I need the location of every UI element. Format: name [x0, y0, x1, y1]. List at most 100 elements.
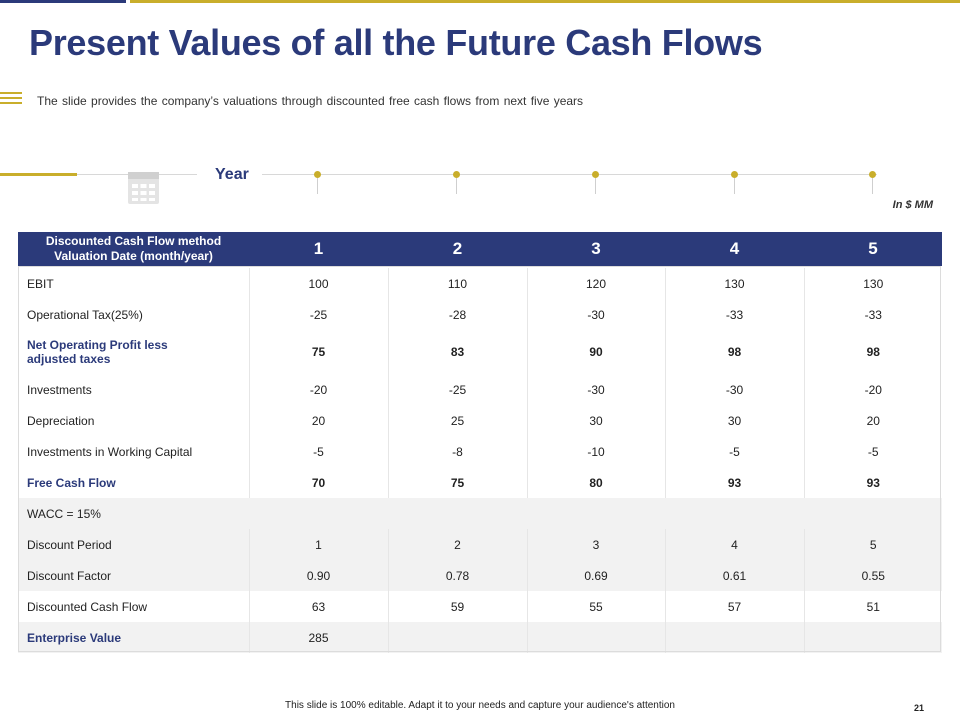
table-cell: 5: [804, 529, 942, 560]
row-label: Investments: [18, 374, 250, 405]
table-cell: [527, 498, 665, 529]
row-label-line: adjusted taxes: [27, 352, 111, 366]
table-cell: 51: [804, 591, 942, 622]
table-cell: 3: [527, 529, 666, 560]
header-year-1: 1: [249, 232, 388, 266]
timeline-marker: [314, 171, 321, 178]
row-label: EBIT: [18, 268, 250, 299]
table-cell: 25: [388, 405, 528, 436]
timeline-marker: [592, 171, 599, 178]
footer-note: This slide is 100% editable. Adapt it to…: [285, 700, 675, 711]
table-cell: 93: [804, 467, 942, 498]
dcf-table: Discounted Cash Flow method Valuation Da…: [18, 232, 942, 653]
timeline-tick: [456, 178, 457, 194]
table-cell: 80: [527, 467, 666, 498]
table-cell: 70: [249, 467, 389, 498]
timeline-accent: [0, 173, 77, 176]
table-row-nopat: Net Operating Profit less adjusted taxes…: [18, 330, 942, 374]
table-cell: -25: [249, 299, 389, 330]
table-cell: 0.69: [527, 560, 666, 591]
header-method-label: Discounted Cash Flow method: [45, 234, 222, 248]
timeline-tick: [317, 178, 318, 194]
table-cell: [665, 622, 805, 653]
table-cell: 285: [249, 622, 389, 653]
timeline-tick: [595, 178, 596, 194]
top-accent-bar-navy: [0, 0, 126, 3]
timeline-line: [262, 174, 877, 175]
slide-title: Present Values of all the Future Cash Fl…: [29, 22, 763, 63]
table-cell: [804, 498, 942, 529]
row-label: Depreciation: [18, 405, 250, 436]
table-cell: 120: [527, 268, 666, 299]
table-cell: -30: [527, 299, 666, 330]
table-cell: 130: [665, 268, 805, 299]
slide-subtitle: The slide provides the company’s valuati…: [37, 94, 584, 108]
page-number: 21: [913, 703, 924, 713]
table-row-factor: Discount Factor 0.90 0.78 0.69 0.61 0.55: [18, 560, 942, 591]
table-cell: 20: [804, 405, 942, 436]
table-cell: [388, 498, 527, 529]
table-cell: -28: [388, 299, 528, 330]
timeline-tick: [872, 178, 873, 194]
row-label: Operational Tax(25%): [18, 299, 250, 330]
top-accent-bar-gold: [130, 0, 960, 3]
table-row-fcf: Free Cash Flow 70 75 80 93 93: [18, 467, 942, 498]
units-label: In $ MM: [892, 199, 933, 211]
table-cell: 110: [388, 268, 528, 299]
table-cell: 55: [527, 591, 666, 622]
table-cell: 100: [249, 268, 389, 299]
table-cell: 2: [388, 529, 528, 560]
table-cell: 0.78: [388, 560, 528, 591]
table-cell: -30: [665, 374, 805, 405]
table-cell: 20: [249, 405, 389, 436]
table-cell: 63: [249, 591, 389, 622]
table-header: Discounted Cash Flow method Valuation Da…: [18, 232, 942, 266]
calendar-icon: [128, 172, 159, 204]
table-cell: -20: [804, 374, 942, 405]
table-cell: [665, 498, 804, 529]
header-year-5: 5: [804, 232, 942, 266]
row-label-line: Net Operating Profit less: [27, 338, 168, 352]
table-cell: 98: [804, 330, 942, 374]
table-row-dcf: Discounted Cash Flow 63 59 55 57 51: [18, 591, 942, 622]
table-cell: 0.61: [665, 560, 805, 591]
table-cell: 4: [665, 529, 805, 560]
table-cell: 83: [388, 330, 528, 374]
table-cell: [249, 498, 388, 529]
timeline-tick: [734, 178, 735, 194]
header-date-label: Valuation Date (month/year): [54, 249, 213, 263]
table-row-wacc: WACC = 15%: [18, 498, 942, 529]
row-label: Free Cash Flow: [18, 467, 250, 498]
table-cell: 93: [665, 467, 805, 498]
header-year-4: 4: [665, 232, 804, 266]
header-year-3: 3: [527, 232, 665, 266]
table-cell: [527, 622, 666, 653]
table-cell: 0.90: [249, 560, 389, 591]
table-row-investments: Investments -20 -25 -30 -30 -20: [18, 374, 942, 405]
row-label: Enterprise Value: [18, 622, 250, 653]
table-row-tax: Operational Tax(25%) -25 -28 -30 -33 -33: [18, 299, 942, 330]
table-cell: 75: [249, 330, 389, 374]
row-label: Investments in Working Capital: [18, 436, 250, 467]
menu-lines-icon: [0, 92, 22, 106]
header-method-cell: Discounted Cash Flow method Valuation Da…: [18, 232, 249, 266]
table-cell: 30: [665, 405, 805, 436]
table-cell: 59: [388, 591, 528, 622]
table-row-period: Discount Period 1 2 3 4 5: [18, 529, 942, 560]
table-cell: -30: [527, 374, 666, 405]
table-row-ebit: EBIT 100 110 120 130 130: [18, 268, 942, 299]
table-cell: -20: [249, 374, 389, 405]
table-cell: 0.55: [804, 560, 942, 591]
timeline-year-label: Year: [215, 166, 249, 183]
table-cell: -5: [804, 436, 942, 467]
table-cell: -5: [249, 436, 389, 467]
table-cell: 1: [249, 529, 389, 560]
table-row-enterprise-value: Enterprise Value 285: [18, 622, 942, 653]
table-cell: -25: [388, 374, 528, 405]
timeline-marker: [869, 171, 876, 178]
table-cell: -8: [388, 436, 528, 467]
table-cell: 90: [527, 330, 666, 374]
table-row-depreciation: Depreciation 20 25 30 30 20: [18, 405, 942, 436]
table-cell: -33: [665, 299, 805, 330]
row-label: Discount Period: [18, 529, 250, 560]
